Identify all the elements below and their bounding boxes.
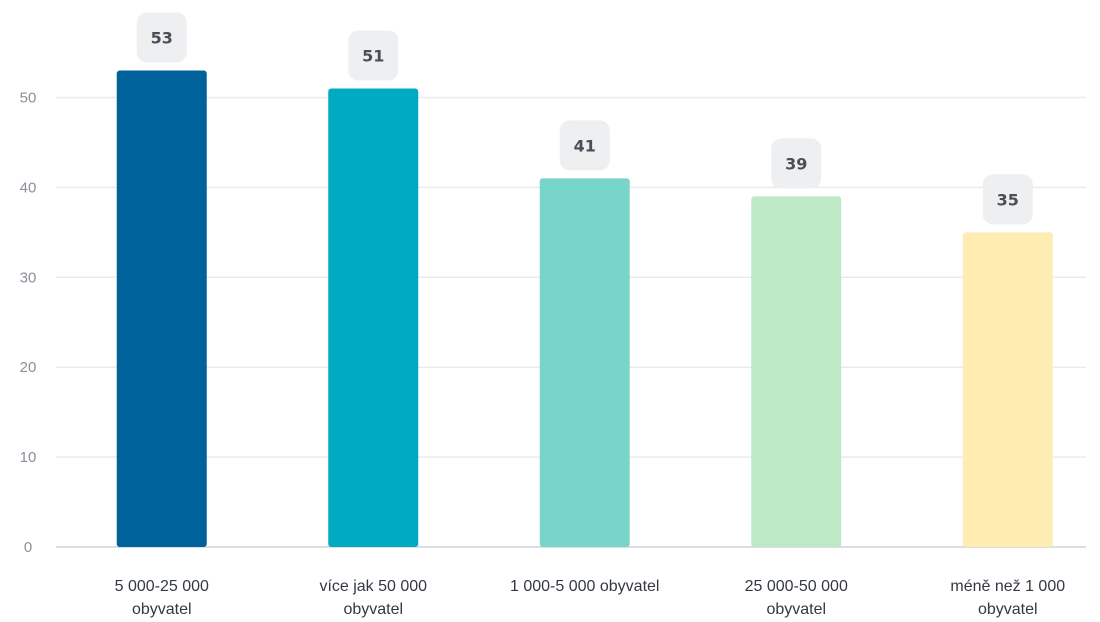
x-tick-label: obyvatel (343, 601, 403, 618)
x-tick-label: obyvatel (978, 601, 1038, 618)
y-tick-label: 40 (20, 179, 37, 196)
value-badge (559, 120, 610, 171)
x-tick-label: 1 000-5 000 obyvatel (510, 578, 659, 595)
data-label: 41 (574, 136, 596, 155)
data-label: 51 (362, 47, 384, 66)
data-label: 35 (997, 190, 1019, 209)
x-tick-label: více jak 50 000 (319, 578, 427, 595)
bar (539, 178, 630, 547)
y-tick-label: 50 (20, 90, 37, 107)
bar (116, 70, 207, 547)
x-tick-label: 5 000-25 000 (115, 578, 209, 595)
value-badge (771, 138, 822, 189)
y-tick-label: 20 (20, 359, 37, 376)
value-badge (982, 174, 1033, 225)
bar (962, 232, 1053, 547)
y-tick-label: 0 (24, 539, 32, 556)
x-tick-label: obyvatel (766, 601, 826, 618)
label-layer: 0 10 20 30 40 50 53 5 000-25 000 obyvatel 51 více … (20, 12, 1065, 618)
bar-layer (116, 70, 1053, 547)
bar (751, 196, 842, 547)
bar (328, 88, 419, 547)
x-tick-label: méně než 1 000 (950, 578, 1065, 595)
data-label: 53 (151, 29, 173, 48)
y-tick-label: 10 (20, 449, 37, 466)
value-badge (348, 30, 399, 81)
y-tick-label: 30 (20, 269, 37, 286)
x-tick-label: 25 000-50 000 (745, 578, 848, 595)
data-label: 39 (785, 154, 807, 173)
x-tick-label: obyvatel (132, 601, 192, 618)
value-badge (136, 12, 187, 63)
